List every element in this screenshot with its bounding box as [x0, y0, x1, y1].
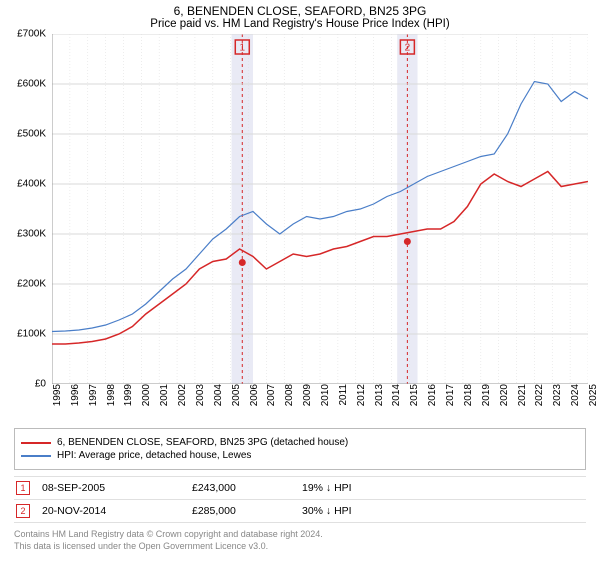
- y-tick-label: £500K: [17, 129, 46, 140]
- x-tick-label: 2021: [517, 384, 528, 406]
- x-tick-label: 1998: [106, 384, 117, 406]
- legend-swatch: [21, 455, 51, 457]
- x-tick-label: 2004: [213, 384, 224, 406]
- transaction-date: 08-SEP-2005: [42, 482, 192, 494]
- legend-swatch: [21, 442, 51, 444]
- legend-row: 6, BENENDEN CLOSE, SEAFORD, BN25 3PG (de…: [21, 437, 579, 448]
- transaction-marker: 2: [16, 504, 30, 518]
- legend: 6, BENENDEN CLOSE, SEAFORD, BN25 3PG (de…: [14, 428, 586, 470]
- x-tick-label: 2015: [409, 384, 420, 406]
- chart-title: 6, BENENDEN CLOSE, SEAFORD, BN25 3PG: [8, 4, 592, 18]
- svg-text:1: 1: [239, 43, 245, 54]
- y-tick-label: £700K: [17, 29, 46, 40]
- x-tick-label: 2016: [427, 384, 438, 406]
- x-tick-label: 1997: [88, 384, 99, 406]
- x-tick-label: 2002: [177, 384, 188, 406]
- chart-svg: 12: [52, 34, 588, 384]
- x-tick-label: 2022: [534, 384, 545, 406]
- x-tick-label: 2023: [552, 384, 563, 406]
- x-axis-labels: 1995 1996 1997 1998 1999 2000 2001 2002 2003 2004…: [52, 384, 588, 420]
- x-tick-label: 2008: [284, 384, 295, 406]
- x-tick-label: 2014: [391, 384, 402, 406]
- y-tick-label: £400K: [17, 179, 46, 190]
- x-tick-label: 2003: [195, 384, 206, 406]
- transaction-vs-hpi: 30% ↓ HPI: [302, 505, 502, 517]
- transaction-row: 2 20-NOV-2014£285,00030% ↓ HPI: [14, 500, 586, 523]
- x-tick-label: 2009: [302, 384, 313, 406]
- x-tick-label: 2001: [159, 384, 170, 406]
- legend-row: HPI: Average price, detached house, Lewe…: [21, 450, 579, 461]
- y-tick-label: £600K: [17, 79, 46, 90]
- transaction-vs-hpi: 19% ↓ HPI: [302, 482, 502, 494]
- x-tick-label: 2018: [463, 384, 474, 406]
- y-tick-label: £100K: [17, 329, 46, 340]
- x-tick-label: 2024: [570, 384, 581, 406]
- transaction-date: 20-NOV-2014: [42, 505, 192, 517]
- chart-area: £0£100K£200K£300K£400K£500K£600K£700K 12: [52, 34, 588, 384]
- x-tick-label: 2011: [338, 384, 349, 406]
- x-tick-label: 2017: [445, 384, 456, 406]
- footer-line-1: Contains HM Land Registry data © Crown c…: [14, 529, 586, 541]
- x-tick-label: 1996: [70, 384, 81, 406]
- y-tick-label: £300K: [17, 229, 46, 240]
- x-tick-label: 1995: [52, 384, 63, 406]
- transaction-price: £243,000: [192, 482, 302, 494]
- y-axis-labels: £0£100K£200K£300K£400K£500K£600K£700K: [8, 34, 48, 384]
- x-tick-label: 1999: [123, 384, 134, 406]
- x-tick-label: 2007: [266, 384, 277, 406]
- x-tick-label: 2010: [320, 384, 331, 406]
- chart-subtitle: Price paid vs. HM Land Registry's House …: [8, 18, 592, 30]
- x-tick-label: 2019: [481, 384, 492, 406]
- transaction-price: £285,000: [192, 505, 302, 517]
- transaction-marker: 1: [16, 481, 30, 495]
- transaction-row: 1 08-SEP-2005£243,00019% ↓ HPI: [14, 476, 586, 500]
- legend-label: HPI: Average price, detached house, Lewe…: [57, 450, 251, 461]
- x-tick-label: 2012: [356, 384, 367, 406]
- y-tick-label: £0: [35, 379, 46, 390]
- x-tick-label: 2013: [374, 384, 385, 406]
- x-tick-label: 2025: [588, 384, 599, 406]
- footer-line-2: This data is licensed under the Open Gov…: [14, 541, 586, 553]
- x-tick-label: 2006: [249, 384, 260, 406]
- svg-text:2: 2: [405, 43, 411, 54]
- chart-container: 6, BENENDEN CLOSE, SEAFORD, BN25 3PG Pri…: [0, 0, 600, 562]
- x-tick-label: 2020: [499, 384, 510, 406]
- transactions-table: 1 08-SEP-2005£243,00019% ↓ HPI 2 20-NOV-201…: [14, 476, 586, 523]
- y-tick-label: £200K: [17, 279, 46, 290]
- x-tick-label: 2005: [231, 384, 242, 406]
- footer: Contains HM Land Registry data © Crown c…: [14, 529, 586, 552]
- legend-label: 6, BENENDEN CLOSE, SEAFORD, BN25 3PG (de…: [57, 437, 348, 448]
- x-tick-label: 2000: [141, 384, 152, 406]
